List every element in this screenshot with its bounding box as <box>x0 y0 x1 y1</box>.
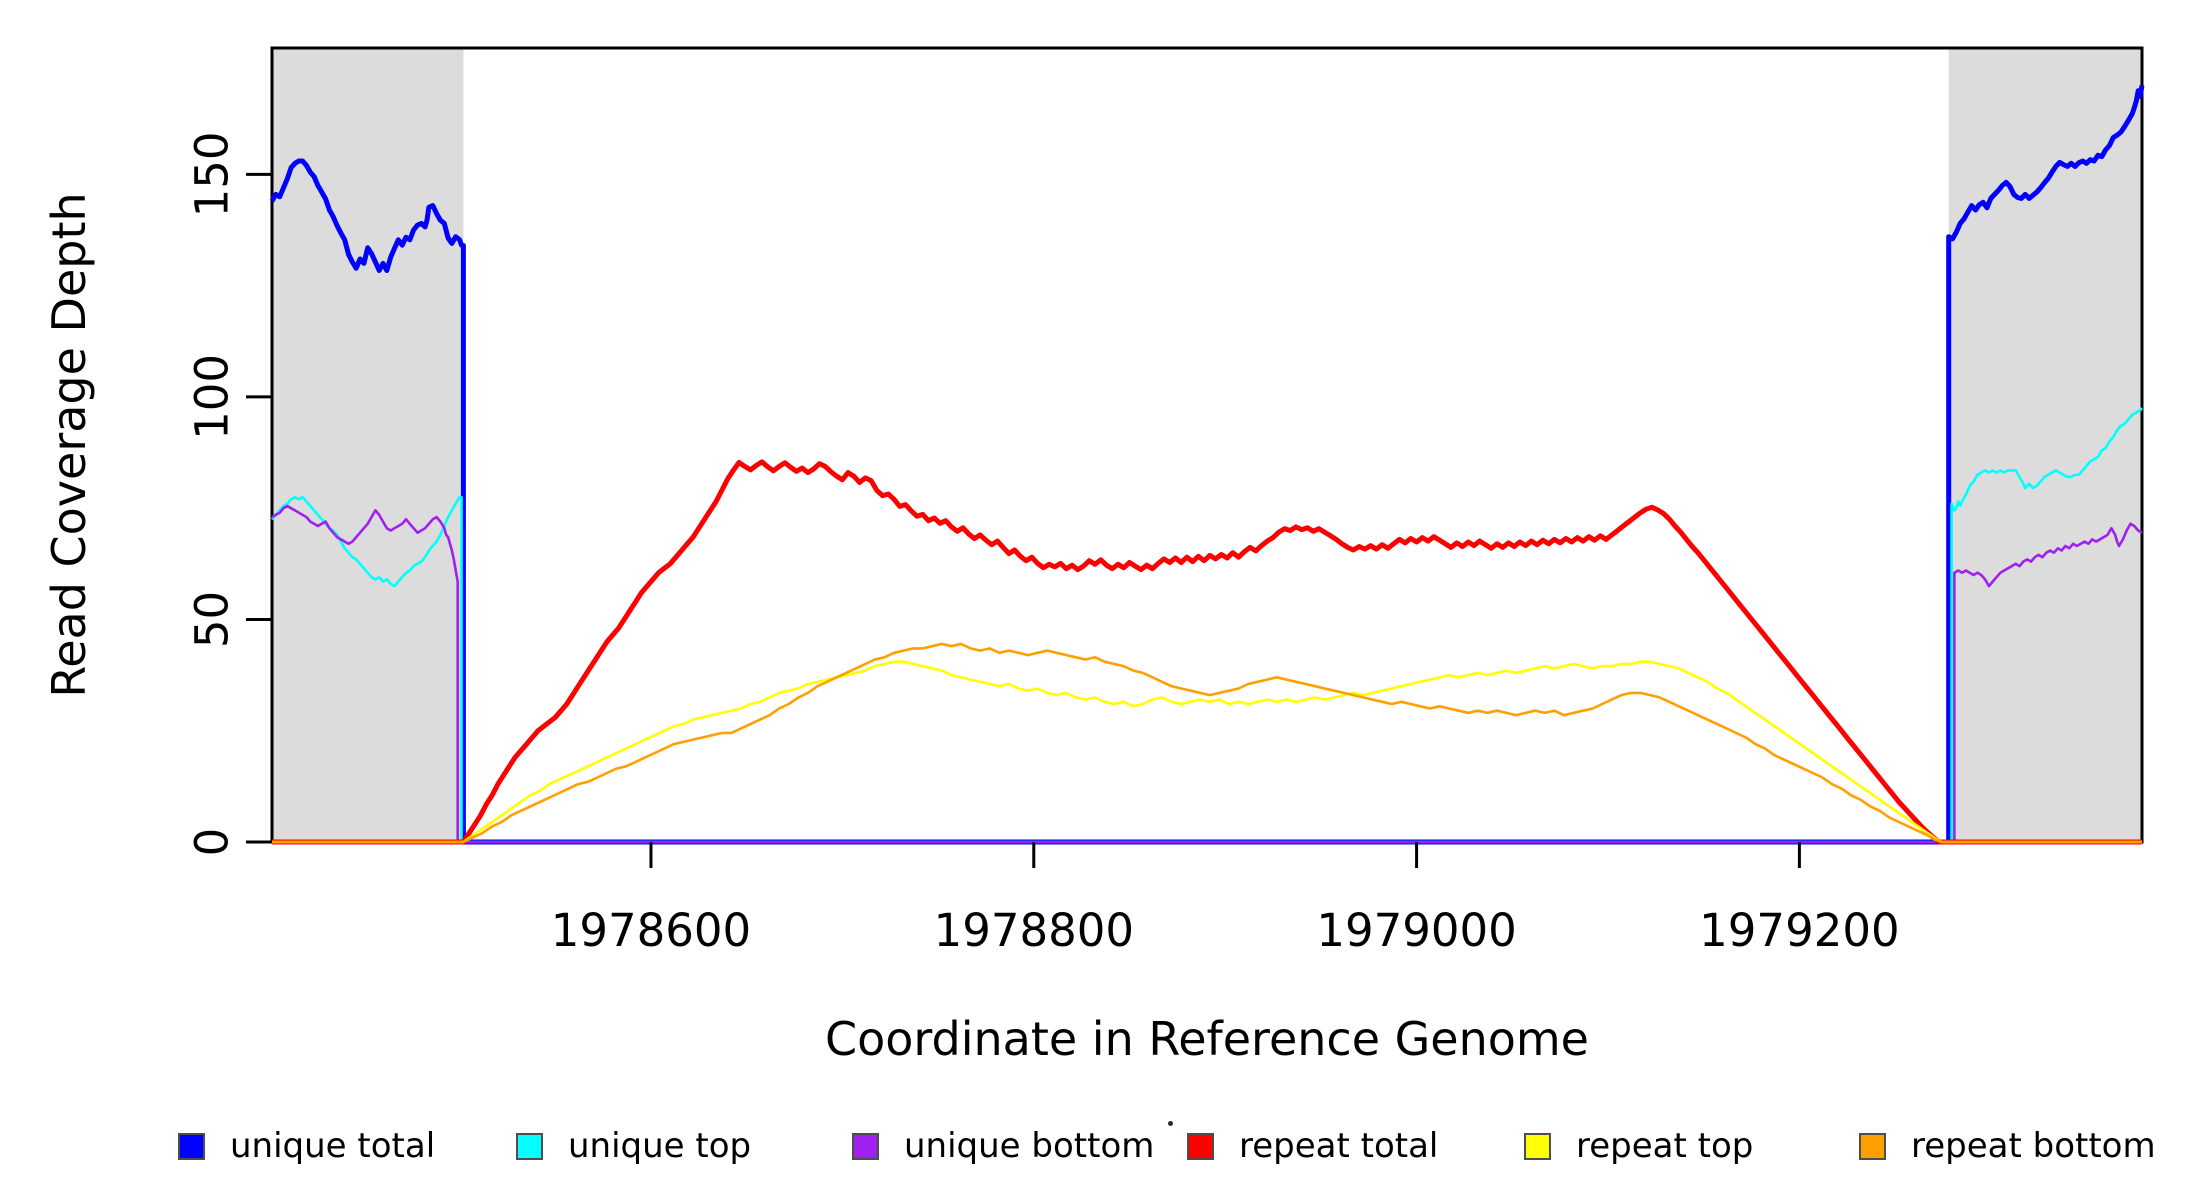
x-axis-title: Coordinate in Reference Genome <box>825 1012 1589 1066</box>
legend-label: repeat top <box>1576 1126 1754 1166</box>
axis-ticks <box>246 172 1801 868</box>
axis-tick-labels: 1978600 1978800 1979000 1979200 0 50 100 150 <box>186 131 1900 957</box>
series-line-unique-bottom <box>271 504 2143 844</box>
shaded-region <box>1948 48 2142 842</box>
legend-label: unique bottom <box>904 1126 1155 1166</box>
y-tick-label: 100 <box>186 354 239 440</box>
x-tick-label: 1979200 <box>1699 904 1899 957</box>
x-tick-label: 1979000 <box>1316 904 1516 957</box>
legend-swatch <box>516 1132 543 1160</box>
legend-item-unique-total: unique total <box>178 1126 435 1166</box>
series-line-repeat-bottom <box>272 642 2142 844</box>
x-tick-label: 1978800 <box>934 904 1134 957</box>
legend-item-repeat-bottom: repeat bottom <box>1859 1126 2156 1166</box>
y-tick-label: 150 <box>186 131 239 217</box>
legend-label: repeat bottom <box>1911 1126 2156 1166</box>
legend-item-repeat-top: repeat top <box>1524 1126 1753 1166</box>
legend-swatch <box>1859 1132 1886 1160</box>
legend-swatch <box>1187 1132 1214 1160</box>
legend-item-unique-top: unique top <box>516 1126 751 1166</box>
shaded-region <box>272 48 464 842</box>
y-tick-label: 0 <box>186 828 239 857</box>
y-axis-title: Read Coverage Depth <box>42 192 96 697</box>
series-line-repeat-top <box>272 660 2142 844</box>
stray-dot <box>1168 1121 1173 1126</box>
series-line-unique-top <box>271 407 2143 844</box>
series-lines <box>269 84 2145 845</box>
series-line-repeat-total <box>272 459 2142 845</box>
shaded-regions <box>272 48 2142 842</box>
x-tick-label: 1978600 <box>551 904 751 957</box>
plot-area-box <box>270 46 2144 844</box>
y-tick-label: 50 <box>186 591 239 648</box>
legend-label: unique top <box>568 1126 752 1166</box>
legend-swatch <box>852 1132 879 1160</box>
legend-label: unique total <box>230 1126 436 1166</box>
legend-item-repeat-total: repeat total <box>1187 1126 1438 1166</box>
legend-swatch <box>178 1132 205 1160</box>
legend-item-unique-bottom: unique bottom <box>852 1126 1154 1166</box>
legend-swatch <box>1524 1132 1551 1160</box>
plot-box-layer <box>270 46 2144 844</box>
legend-label: repeat total <box>1239 1126 1439 1166</box>
series-line-unique-total <box>269 84 2145 845</box>
